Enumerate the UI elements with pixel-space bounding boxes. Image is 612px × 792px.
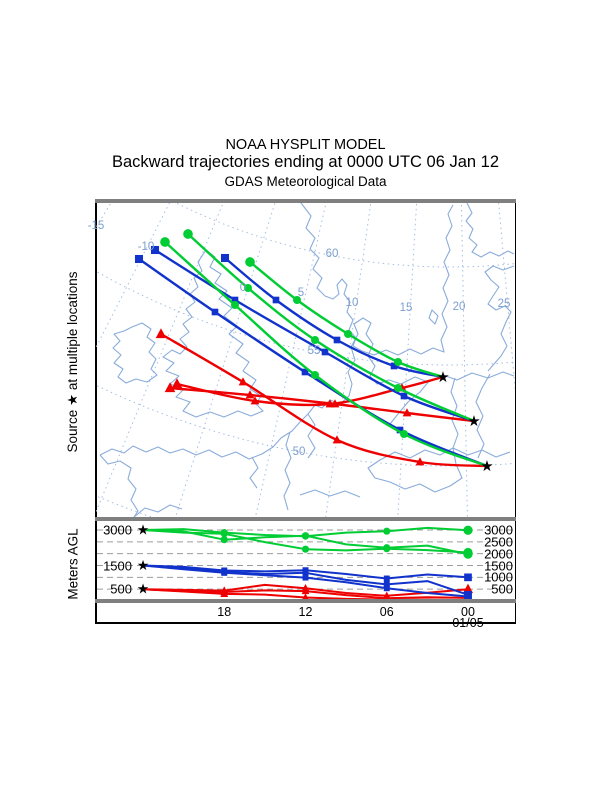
graticule-label-55: 55 [307,345,321,357]
map-trajectory-red-source-3 [155,328,488,468]
height-series-blue-1500-c [142,564,472,599]
height-right-label-1000: 1000 [484,569,513,585]
graticule-label-0: 0 [239,282,247,294]
map-trajectory-green-source-1 [245,257,444,379]
trajectory-map: ★ ★ ★ [96,203,515,517]
date-label: 01/05 [452,616,484,630]
height-right-label-500: 500 [491,581,513,597]
map-trajectory-red-source-1 [171,375,444,408]
graticule-label-15: 15 [399,302,413,314]
height-profile-chart: ★ ★ ★ [97,523,514,599]
graticule-label--10: -10 [137,241,155,253]
height-series-green-3000-c [142,529,473,559]
plot-subtitle: Backward trajectories ending at 0000 UTC… [111,153,500,171]
time-tick-06: 06 [379,605,394,619]
height-start-label-1500: 1500 [103,558,132,573]
map-graticule [96,203,515,517]
height-right-label-3000: 3000 [484,522,513,538]
trajectory-layer [134,229,488,468]
height-start-label-500: 500 [110,581,132,597]
map-source-star-source-3: ★ [480,457,493,475]
graticule-label-20: 20 [452,301,466,313]
graticule-label-25: 25 [497,298,511,310]
meteorology-data-label: GDAS Meteorological Data [224,174,387,189]
graticule-label-10: 10 [345,297,359,309]
height-start-stars: ★ ★ ★ [137,523,150,598]
coastline-layer [99,203,515,517]
map-trajectory-blue-source-2 [150,245,475,423]
graticule-label-50: 50 [292,446,306,458]
graticule-label-5: 5 [297,287,305,299]
graticule-label--15: -15 [87,220,105,232]
height-start-star-500: ★ [137,582,150,598]
map-side-label: Source ★ at multiple locations [65,271,80,453]
height-right-label-1500: 1500 [484,558,513,573]
height-right-label-2500: 2500 [484,534,513,550]
height-series-layer [142,525,474,599]
map-source-star-source-1: ★ [436,368,449,386]
height-axis-label: Meters AGL [65,528,81,600]
time-tick-12: 12 [298,605,313,619]
time-tick-00: 00 [461,605,475,619]
map-height-separator-bar [95,517,516,521]
frame-left-border [95,199,97,623]
graticule-label-60: 60 [325,248,339,260]
height-start-label-3000: 3000 [103,522,132,538]
height-start-star-3000: ★ [137,523,150,539]
height-start-star-1500: ★ [137,558,150,574]
frame-bottom-border [95,622,516,624]
map-trajectory-green-source-3 [160,237,488,468]
height-right-label-2000: 2000 [484,546,513,562]
frame-right-border [514,199,516,623]
map-trajectory-blue-source-3 [134,254,488,468]
time-tick-18: 18 [217,605,232,619]
map-source-star-source-2: ★ [467,412,480,430]
source-star-layer: ★ ★ ★ [436,368,493,475]
map-trajectory-blue-source-1 [220,253,444,379]
model-title: NOAA HYSPLIT MODEL [225,137,386,153]
map-top-bar [95,199,516,203]
map-trajectory-green-source-2 [183,229,475,423]
height-bottom-bar [95,599,516,603]
